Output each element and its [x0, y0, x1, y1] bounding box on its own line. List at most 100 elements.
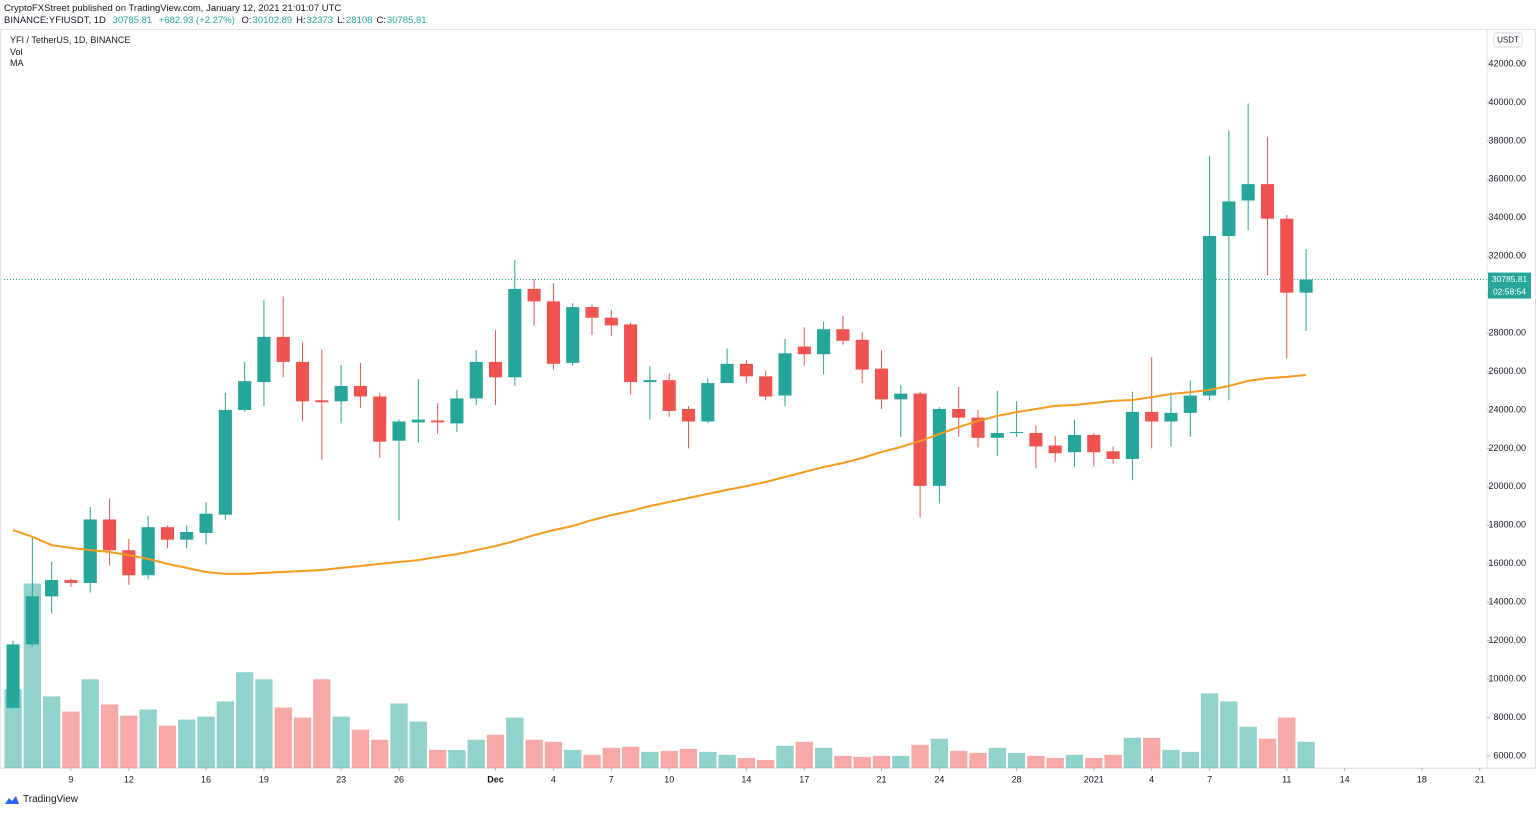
candle-body [353, 385, 367, 397]
volume-bar [1200, 693, 1219, 768]
symbol: BINANCE:YFIUSDT, 1D [4, 15, 106, 26]
volume-bar [467, 739, 485, 768]
x-tick-label: 11 [1282, 774, 1291, 784]
ohlc-value: 32373 [306, 15, 334, 26]
y-tick-label: 10000.00 [1488, 673, 1526, 683]
candle-body [83, 519, 97, 583]
volume-bar [641, 751, 659, 768]
volume-bar [1239, 726, 1257, 768]
candle-body [392, 421, 406, 441]
volume-bar [872, 755, 891, 768]
candle-body [1164, 412, 1178, 422]
volume-bar [602, 747, 620, 768]
candle-body [373, 396, 387, 442]
y-tick-label: 14000.00 [1488, 597, 1526, 607]
volume-bar [776, 745, 794, 768]
candle-body [624, 324, 638, 383]
x-tick-label: 4 [1149, 774, 1154, 784]
volume-bar [158, 725, 177, 768]
candle-body [1241, 184, 1255, 201]
candle-body [1067, 434, 1082, 453]
candle-body [141, 527, 155, 576]
volume-bar [178, 719, 196, 768]
volume-bar [757, 759, 775, 768]
footer: TradingView [4, 794, 78, 805]
ohlc-label: H: [296, 15, 306, 26]
volume-bar [1065, 754, 1084, 768]
legend-entry[interactable]: MA [10, 58, 24, 68]
y-tick-label: 16000.00 [1488, 558, 1526, 568]
x-tick-label: 18 [1417, 774, 1427, 784]
candle-body [585, 307, 599, 318]
candle-body [990, 433, 1004, 438]
volume-bar [390, 703, 408, 768]
ohlc-value: 30785.81 [386, 15, 427, 26]
volume-bar [100, 704, 119, 768]
volume-bar [1007, 752, 1026, 768]
y-tick-label: 12000.00 [1488, 635, 1526, 645]
x-tick-label: Dec [487, 774, 504, 784]
volume-bar [371, 739, 389, 768]
symbol-line: BINANCE:YFIUSDT, 1D 30785.81 +682.93 (+2… [4, 15, 431, 26]
volume-bar [1258, 738, 1277, 768]
candle-body [295, 361, 310, 402]
volume-bar [564, 749, 582, 768]
volume-bar [795, 741, 813, 768]
y-tick-label: 20000.00 [1488, 481, 1526, 491]
volume-bar [737, 757, 756, 768]
volume-bar [1027, 755, 1045, 768]
candle-body [1280, 218, 1294, 293]
candle-body [6, 644, 20, 708]
volume-bar [583, 754, 601, 768]
y-tick-label: 18000.00 [1488, 520, 1526, 530]
y-unit: USDT [1497, 36, 1519, 45]
volume-bar [1085, 757, 1103, 768]
candle-body [701, 383, 715, 422]
candle-body [25, 596, 39, 645]
candle-body [160, 527, 174, 540]
candle-body [759, 376, 773, 397]
legend-entry[interactable]: Vol [10, 46, 23, 57]
ohlc-label: O: [241, 15, 252, 26]
volume-bar [1046, 757, 1064, 768]
candle-body [874, 368, 889, 400]
volume-bar [42, 696, 61, 768]
candle-body [257, 336, 271, 383]
candle-body [566, 307, 580, 363]
x-tick-label: 14 [1340, 774, 1350, 784]
candle-body [855, 339, 869, 370]
candle-body [1010, 432, 1024, 434]
candle-body [1183, 395, 1197, 413]
volume-bar [892, 755, 910, 768]
y-tick-label: 22000.00 [1488, 443, 1526, 453]
candle-body [932, 408, 946, 486]
last-price-box [1488, 272, 1531, 286]
candle-body [450, 398, 464, 424]
candle-body [817, 329, 831, 355]
volume-bar [81, 679, 99, 768]
candle-body [102, 519, 117, 551]
ohlc-value: 30102.89 [252, 15, 293, 26]
candle-body [1125, 411, 1139, 459]
candle-body [411, 419, 425, 423]
candle-body [1029, 433, 1043, 447]
price: 30785.81 [112, 15, 153, 26]
last-price-label: 30785.81 [1492, 274, 1528, 284]
y-tick-label: 34000.00 [1488, 212, 1526, 222]
x-tick-label: 4 [551, 774, 556, 784]
volume-bar [4, 689, 22, 768]
candle-body [238, 381, 252, 410]
candle-body [315, 400, 329, 403]
ohlc-label: C: [376, 15, 386, 26]
candle-body [836, 329, 850, 341]
x-tick-label: 26 [394, 774, 404, 784]
volume-bar [1278, 717, 1296, 768]
candle-body [1222, 201, 1236, 237]
legend: YFI / TetherUS, 1D, BINANCE Vol MA [10, 35, 130, 70]
candle-body [1299, 279, 1313, 293]
brand: TradingView [23, 794, 79, 805]
x-tick-label: 21 [1475, 774, 1485, 784]
y-tick-label: 8000.00 [1493, 712, 1526, 722]
